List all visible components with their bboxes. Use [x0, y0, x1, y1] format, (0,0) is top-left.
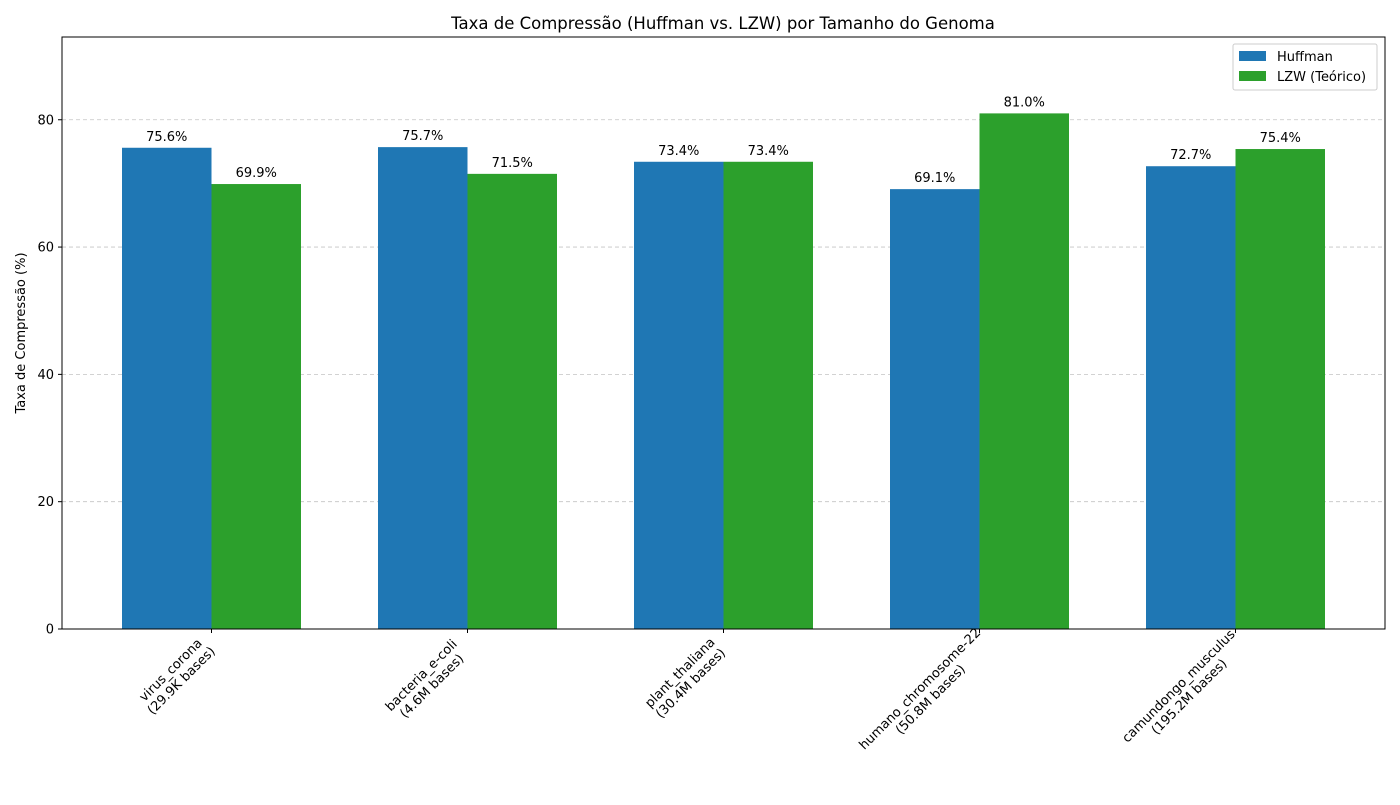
chart-title: Taxa de Compressão (Huffman vs. LZW) por… — [450, 14, 995, 33]
data-label: 72.7% — [1170, 148, 1211, 163]
bars — [122, 113, 1325, 630]
y-tick-label: 0 — [46, 623, 54, 638]
bar-huffman — [890, 189, 980, 629]
bar-huffman — [634, 161, 724, 629]
y-tick-label: 80 — [37, 113, 54, 128]
data-labels: 75.6% 75.7% 73.4% 69.1% 72.7% 69.9% 71.5% 73.4%… — [146, 95, 1301, 186]
bar-lzw — [1235, 149, 1325, 629]
bar-lzw — [723, 161, 813, 629]
legend-box — [1232, 43, 1378, 91]
data-label: 73.4% — [748, 144, 789, 159]
data-label: 71.5% — [492, 156, 533, 171]
bar-lzw — [211, 184, 301, 629]
data-label: 81.0% — [1004, 95, 1045, 110]
bar-lzw — [467, 173, 557, 629]
y-tick-label: 60 — [37, 241, 54, 256]
y-tick-label: 20 — [37, 495, 54, 510]
data-label: 75.6% — [146, 130, 187, 145]
bar-huffman — [378, 147, 468, 629]
data-label: 75.4% — [1260, 131, 1301, 146]
bar-huffman — [1146, 166, 1236, 630]
legend-swatch-huffman — [1239, 51, 1266, 61]
data-label: 75.7% — [402, 129, 443, 144]
bar-huffman — [122, 147, 212, 629]
bar-lzw — [979, 113, 1069, 630]
legend-swatch-lzw — [1239, 71, 1266, 81]
legend-label: LZW (Teórico) — [1277, 70, 1366, 85]
y-tick-label: 40 — [37, 368, 54, 383]
data-label: 69.1% — [914, 171, 955, 186]
y-axis-label: Taxa de Compressão (%) — [14, 252, 29, 414]
legend-label: Huffman — [1277, 50, 1333, 65]
data-label: 69.9% — [236, 166, 277, 181]
legend: Huffman LZW (Teórico) — [1232, 43, 1378, 91]
data-label: 73.4% — [658, 144, 699, 159]
